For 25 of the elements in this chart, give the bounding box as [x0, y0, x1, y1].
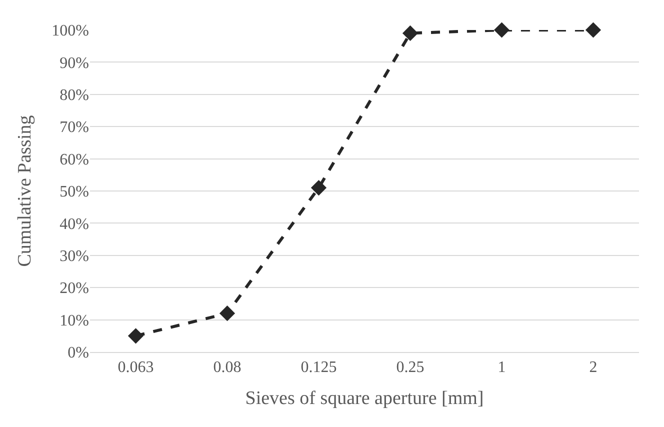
y-tick-label: 40% [60, 216, 89, 233]
point [494, 22, 510, 38]
y-axis-title: Cumulative Passing [14, 114, 36, 267]
y-tick-label: 30% [60, 248, 89, 265]
point [219, 306, 236, 322]
x-axis-title: Sieves of square aperture [mm] [245, 388, 484, 409]
x-tick-label: 0.25 [396, 359, 424, 376]
x-tick-label: 2 [589, 359, 598, 376]
y-tick-label: 70% [60, 119, 89, 136]
y-tick-label: 100% [52, 22, 89, 40]
point [310, 180, 327, 196]
point [585, 22, 602, 38]
y-tick-label: 80% [60, 87, 89, 104]
y-tick-label: 10% [60, 312, 89, 330]
y-tick-label: 0% [68, 344, 89, 362]
y-tick-label: 50% [60, 184, 89, 201]
x-tick-label: 0.063 [118, 359, 154, 376]
x-tick-label: 0.08 [213, 359, 242, 376]
y-tick-label: 60% [60, 151, 89, 168]
point [128, 328, 144, 344]
x-tick-label: 0.125 [300, 359, 337, 376]
point [402, 25, 418, 42]
x-tick-label: 1 [498, 359, 506, 376]
y-tick-label: 20% [60, 280, 89, 298]
y-tick-label: 90% [60, 54, 89, 72]
